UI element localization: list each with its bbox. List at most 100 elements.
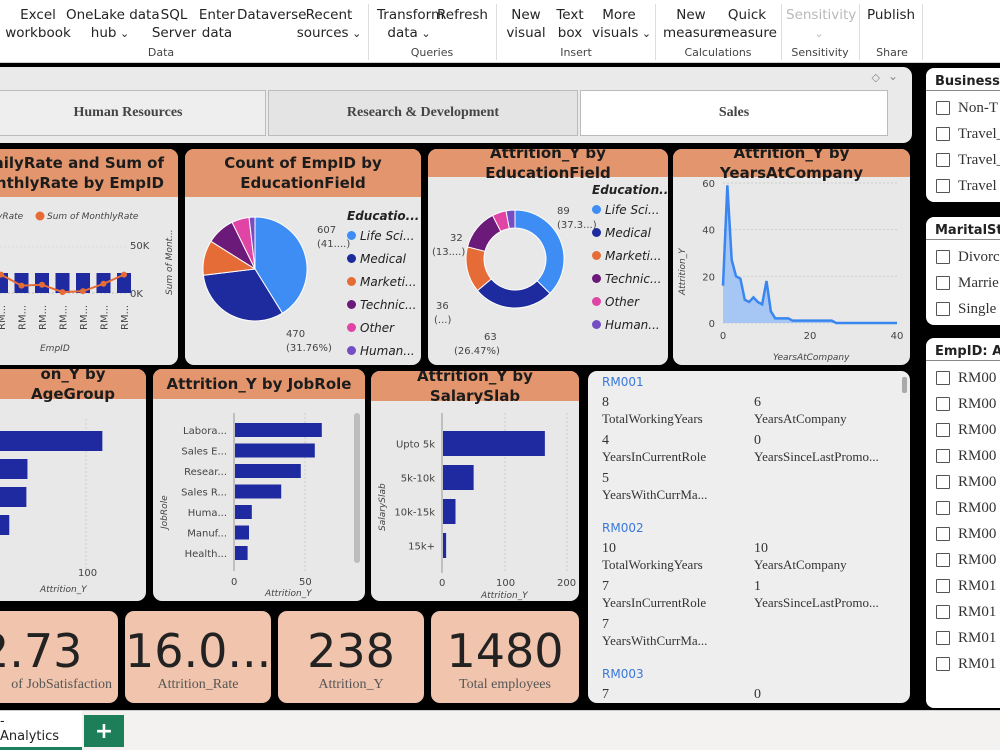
- sal-bar[interactable]: [443, 465, 474, 490]
- checkbox[interactable]: [936, 475, 950, 489]
- donut-legend-item[interactable]: Life Sci...: [592, 199, 668, 222]
- age-bar[interactable]: [0, 431, 103, 451]
- slicer-item[interactable]: RM01: [926, 573, 1000, 599]
- slicer-item[interactable]: Non-T: [926, 95, 1000, 121]
- checkbox[interactable]: [936, 153, 950, 167]
- salary-chart-card[interactable]: Attrition_Y by SalarySlab Upto 5k 5k-10k 1…: [371, 371, 579, 601]
- jobrole-chart-card[interactable]: Attrition_Y by JobRole Labora... Sales E.…: [153, 369, 365, 601]
- combo-bar[interactable]: [76, 273, 90, 293]
- age-bar[interactable]: [0, 515, 10, 535]
- donut-legend-item[interactable]: Technic...: [592, 268, 668, 291]
- combo-line-point[interactable]: [0, 271, 4, 278]
- checkbox[interactable]: [936, 579, 950, 593]
- ribbon-publish-button[interactable]: Publish: [864, 6, 918, 24]
- focus-mode-icon[interactable]: ◇: [871, 71, 880, 84]
- combo-line-point[interactable]: [100, 280, 107, 287]
- donut-legend-item[interactable]: Medical: [592, 222, 668, 245]
- slicer-item[interactable]: Marrie: [926, 270, 1000, 296]
- checkbox[interactable]: [936, 605, 950, 619]
- pie-legend-item[interactable]: Marketi...: [347, 271, 419, 294]
- agegroup-chart-card[interactable]: on_Y by AgeGroup 100 Attrition_Y: [0, 369, 146, 601]
- checkbox[interactable]: [936, 631, 950, 645]
- slicer-item[interactable]: RM01: [926, 599, 1000, 625]
- checkbox[interactable]: [936, 397, 950, 411]
- checkbox[interactable]: [936, 371, 950, 385]
- job-bar[interactable]: [235, 546, 248, 560]
- kpi-card-total-employees[interactable]: 1480 Total employees: [431, 611, 579, 703]
- checkbox[interactable]: [936, 302, 950, 316]
- checkbox[interactable]: [936, 101, 950, 115]
- jobrole-scrollbar[interactable]: [354, 413, 360, 563]
- donut-legend-item[interactable]: Other: [592, 291, 668, 314]
- donut-legend-item[interactable]: Marketi...: [592, 245, 668, 268]
- slicer-item[interactable]: RM01: [926, 625, 1000, 651]
- pie-legend-item[interactable]: Human...: [347, 340, 419, 363]
- ribbon-refresh-button[interactable]: Refresh: [437, 6, 488, 24]
- job-bar[interactable]: [235, 464, 301, 478]
- checkbox[interactable]: [936, 527, 950, 541]
- ribbon-transform-button[interactable]: Transform data ⌄: [377, 6, 444, 43]
- slicer-item[interactable]: RM01: [926, 651, 1000, 677]
- job-bar[interactable]: [235, 505, 252, 519]
- slicer-item[interactable]: Travel_: [926, 121, 1000, 147]
- ribbon-morevisuals-button[interactable]: More visuals ⌄: [592, 6, 651, 43]
- sal-bar[interactable]: [443, 499, 456, 524]
- ribbon-excel-button[interactable]: Excel workbook: [3, 6, 73, 42]
- combo-line-point[interactable]: [121, 271, 127, 278]
- age-bar[interactable]: [0, 459, 28, 479]
- combo-chart-card[interactable]: f DailyRate and Sum of nthlyRate by EmpI…: [0, 149, 178, 365]
- ribbon-enter-button[interactable]: Enter data: [197, 6, 237, 42]
- checkbox[interactable]: [936, 276, 950, 290]
- ribbon-dataverse-button[interactable]: Dataverse: [237, 6, 306, 24]
- donut-chart-card[interactable]: Attrition_Y by EducationField 89 (37.3..…: [428, 149, 668, 365]
- kpi-card-jobsatisfaction[interactable]: 2.73 of JobSatisfaction: [0, 611, 118, 703]
- slicer-item[interactable]: RM00: [926, 521, 1000, 547]
- combo-line-point[interactable]: [39, 281, 45, 288]
- checkbox[interactable]: [936, 553, 950, 567]
- marital-status-slicer[interactable]: MaritalSta Divorc Marrie Single: [926, 217, 1000, 325]
- combo-bar[interactable]: [55, 273, 70, 293]
- checkbox[interactable]: [936, 423, 950, 437]
- job-bar[interactable]: [235, 484, 282, 499]
- checkbox[interactable]: [936, 449, 950, 463]
- ribbon-newmeasure-button[interactable]: New measure: [663, 6, 722, 42]
- ribbon-sensitivity-button[interactable]: Sensitivity ⌄: [786, 6, 856, 43]
- slicer-item[interactable]: Travel: [926, 173, 1000, 199]
- slicer-item[interactable]: RM00: [926, 469, 1000, 495]
- kpi-card-attrition-rate[interactable]: 16.0... Attrition_Rate: [125, 611, 271, 703]
- empid-slicer[interactable]: EmpID: All RM00 RM00 RM00 RM00 RM00 RM00 RM00 R…: [926, 338, 1000, 708]
- pie-legend-item[interactable]: Medical: [347, 248, 419, 271]
- age-bar[interactable]: [0, 487, 27, 507]
- area-chart-card[interactable]: Attrition_Y by YearsAtCompany 60 40 20 0 0 20…: [673, 149, 910, 365]
- ribbon-quickmeasure-button[interactable]: Quick measure: [718, 6, 777, 42]
- checkbox[interactable]: [936, 250, 950, 264]
- pie-slice[interactable]: [248, 216, 256, 270]
- combo-bar[interactable]: [0, 273, 8, 293]
- donut-slice[interactable]: [505, 209, 516, 230]
- pie-chart-card[interactable]: Count of EmpID by EducationField 607 (41…: [185, 149, 421, 365]
- combo-line-point[interactable]: [80, 288, 86, 295]
- filter-button-research-development[interactable]: Research & Development: [268, 90, 578, 136]
- job-bar[interactable]: [235, 525, 249, 540]
- ribbon-onelake-button[interactable]: OneLake data hub ⌄: [66, 6, 160, 43]
- pie-slice[interactable]: [202, 268, 284, 322]
- combo-bar[interactable]: [117, 273, 131, 293]
- kpi-card-attrition-y[interactable]: 238 Attrition_Y: [278, 611, 424, 703]
- pie-legend-item[interactable]: Technic...: [347, 294, 419, 317]
- add-page-button[interactable]: +: [84, 715, 124, 747]
- checkbox[interactable]: [936, 657, 950, 671]
- page-tab-active[interactable]: -Analytics: [0, 711, 82, 750]
- job-bar[interactable]: [235, 443, 315, 458]
- pie-legend-item[interactable]: Other: [347, 317, 419, 340]
- slicer-item[interactable]: Travel_: [926, 147, 1000, 173]
- employee-multirow-card[interactable]: RM001 8 TotalWorkingYears 6 YearsAtCompany 4 Y…: [588, 371, 910, 703]
- slicer-item[interactable]: RM00: [926, 365, 1000, 391]
- ribbon-newvisual-button[interactable]: New visual: [504, 6, 548, 42]
- slicer-item[interactable]: RM00: [926, 547, 1000, 573]
- checkbox[interactable]: [936, 501, 950, 515]
- filter-button-human-resources[interactable]: Human Resources: [0, 90, 266, 136]
- ribbon-sql-button[interactable]: SQL Server: [149, 6, 199, 42]
- job-bar[interactable]: [235, 423, 322, 437]
- checkbox[interactable]: [936, 127, 950, 141]
- ribbon-recent-button[interactable]: Recent sources ⌄: [296, 6, 362, 43]
